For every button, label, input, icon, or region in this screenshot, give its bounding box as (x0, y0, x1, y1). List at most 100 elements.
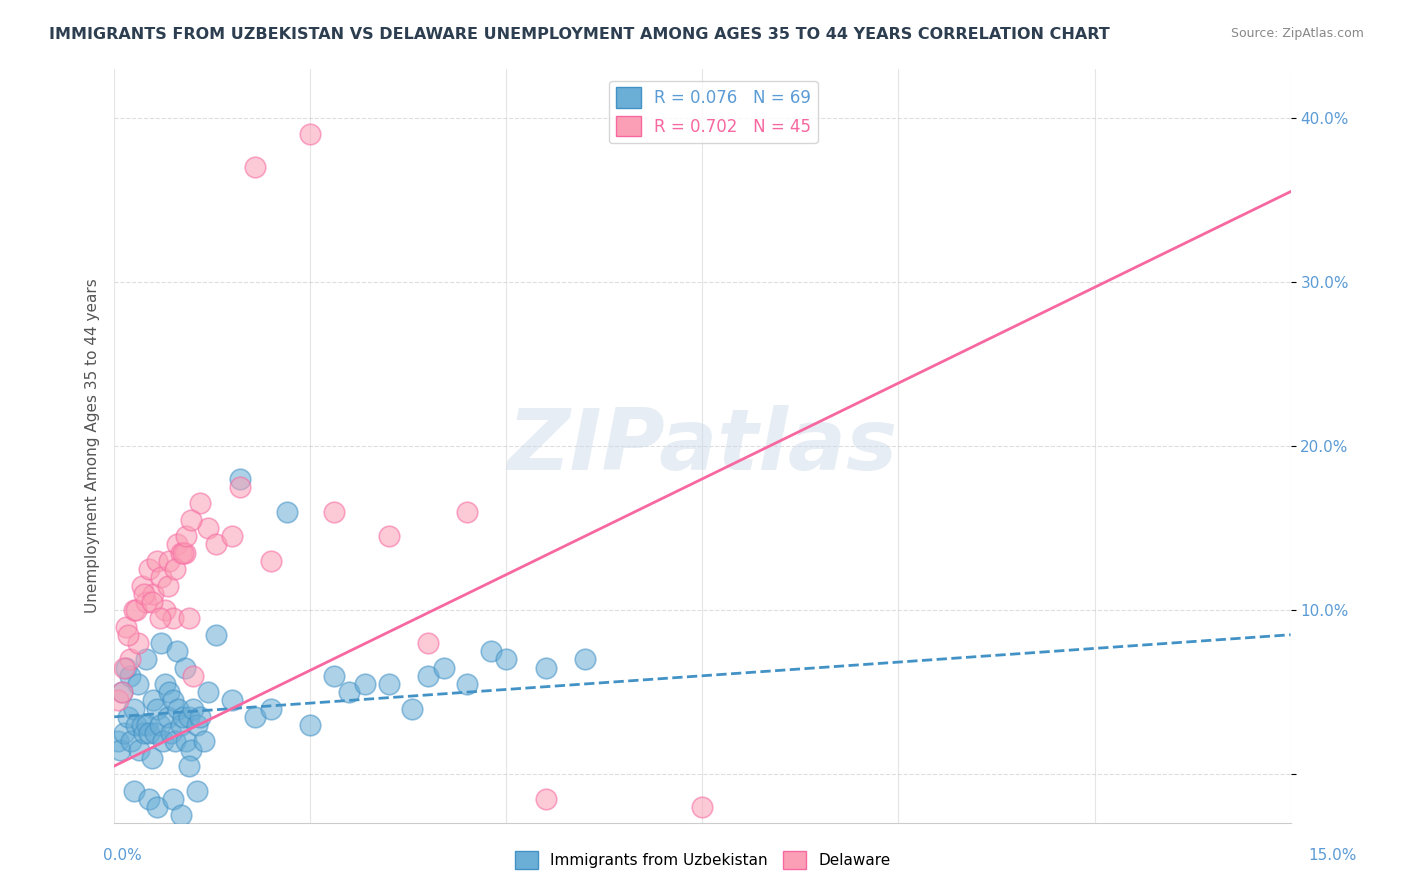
Point (159, 726, 181, 740)
Point (166, 644, 188, 658)
Point (176, 734, 198, 748)
Point (377, 677, 399, 691)
Point (149, 611, 172, 625)
Point (107, 734, 129, 748)
Point (181, 669, 204, 683)
Point (177, 710, 200, 724)
Point (141, 751, 163, 765)
Point (112, 660, 135, 674)
Point (162, 611, 184, 625)
Point (221, 529, 243, 543)
Point (107, 693, 129, 707)
Point (142, 693, 165, 707)
Point (377, 529, 399, 543)
Point (156, 578, 179, 592)
Point (115, 619, 138, 633)
Point (260, 554, 283, 568)
Point (299, 718, 322, 732)
Point (228, 472, 250, 486)
Point (143, 726, 166, 740)
Point (495, 652, 517, 666)
Point (162, 792, 184, 806)
Point (574, 652, 596, 666)
Point (322, 669, 344, 683)
Point (166, 537, 188, 551)
Point (180, 513, 202, 527)
Point (180, 742, 202, 756)
Point (153, 677, 176, 691)
Point (120, 734, 142, 748)
Point (112, 726, 135, 740)
Text: IMMIGRANTS FROM UZBEKISTAN VS DELAWARE UNEMPLOYMENT AMONG AGES 35 TO 44 YEARS CO: IMMIGRANTS FROM UZBEKISTAN VS DELAWARE U… (49, 27, 1109, 42)
Point (205, 537, 228, 551)
Point (186, 718, 208, 732)
Point (186, 783, 208, 797)
Point (276, 505, 298, 519)
Point (456, 505, 478, 519)
Point (131, 718, 153, 732)
Point (173, 546, 195, 560)
Text: ZIPatlas: ZIPatlas (508, 404, 897, 488)
Point (416, 669, 439, 683)
Point (456, 677, 478, 691)
Point (322, 505, 344, 519)
Point (138, 792, 160, 806)
Point (156, 710, 179, 724)
Point (190, 710, 212, 724)
Point (118, 652, 141, 666)
Point (138, 726, 160, 740)
Point (245, 160, 267, 174)
Point (197, 685, 219, 699)
Point (177, 759, 200, 773)
Point (122, 783, 145, 797)
Text: 0.0%: 0.0% (103, 848, 142, 863)
Point (177, 611, 200, 625)
Point (125, 718, 148, 732)
Point (167, 701, 190, 715)
Point (157, 685, 180, 699)
Point (190, 496, 212, 510)
Point (115, 660, 138, 674)
Point (245, 710, 267, 724)
Point (122, 701, 145, 715)
Point (228, 480, 250, 494)
Point (111, 685, 134, 699)
Point (221, 693, 243, 707)
Point (157, 554, 180, 568)
Point (479, 644, 502, 658)
Point (110, 742, 132, 756)
Point (153, 603, 176, 617)
Point (118, 669, 141, 683)
Point (125, 603, 148, 617)
Text: Source: ZipAtlas.com: Source: ZipAtlas.com (1230, 27, 1364, 40)
Point (122, 603, 145, 617)
Point (127, 677, 149, 691)
Y-axis label: Unemployment Among Ages 35 to 44 years: Unemployment Among Ages 35 to 44 years (86, 278, 100, 614)
Point (111, 685, 134, 699)
Point (416, 636, 439, 650)
Point (146, 554, 169, 568)
Point (401, 701, 423, 715)
Point (339, 685, 361, 699)
Point (146, 800, 169, 814)
Point (150, 570, 173, 584)
Point (193, 734, 215, 748)
Point (260, 701, 283, 715)
Point (128, 742, 150, 756)
Point (162, 693, 184, 707)
Point (149, 718, 172, 732)
Point (152, 734, 174, 748)
Legend: R = 0.076   N = 69, R = 0.702   N = 45: R = 0.076 N = 69, R = 0.702 N = 45 (609, 80, 817, 143)
Point (205, 628, 228, 642)
Point (146, 701, 169, 715)
Text: 15.0%: 15.0% (1309, 848, 1357, 863)
Point (692, 800, 714, 814)
Point (131, 578, 153, 592)
Point (176, 529, 198, 543)
Point (150, 636, 173, 650)
Point (534, 792, 557, 806)
Legend: Immigrants from Uzbekistan, Delaware: Immigrants from Uzbekistan, Delaware (509, 845, 897, 875)
Point (136, 718, 159, 732)
Point (534, 660, 557, 674)
Point (170, 718, 193, 732)
